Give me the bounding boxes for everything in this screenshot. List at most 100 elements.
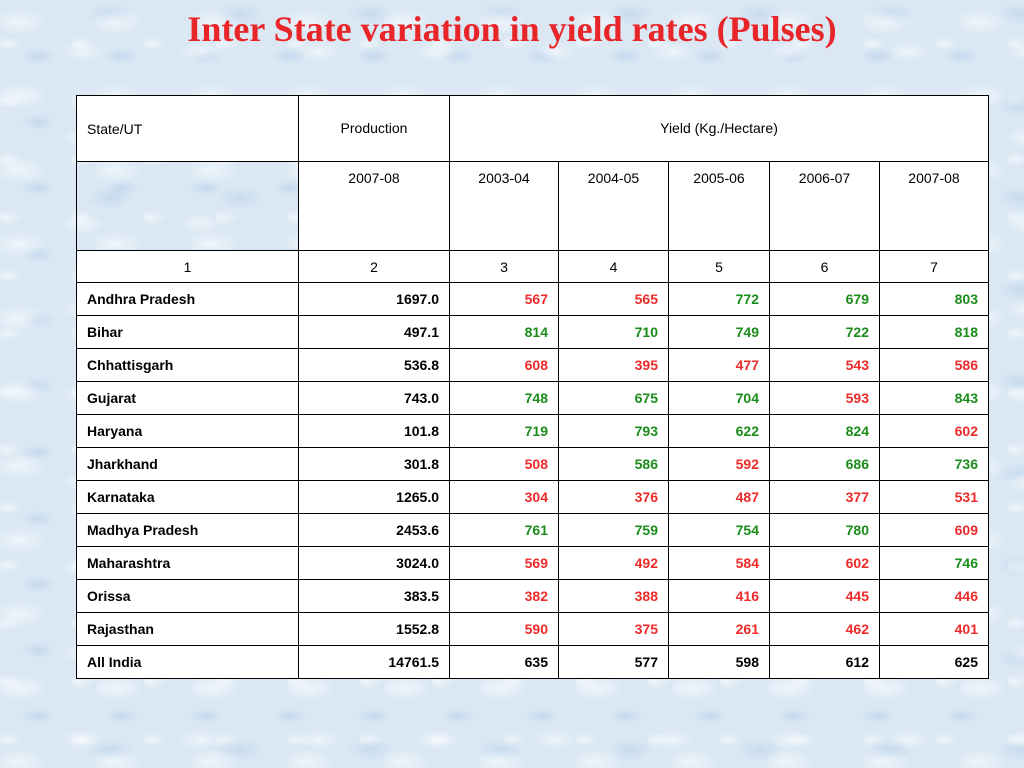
yield-cell: 622 [668,414,770,448]
yield-cell: 401 [879,612,989,646]
production-cell: 14761.5 [298,645,450,679]
yield-cell: 462 [769,612,880,646]
yield-cell: 377 [769,480,880,514]
header-state-blank [76,161,299,251]
production-cell: 101.8 [298,414,450,448]
yield-cell: 736 [879,447,989,481]
state-cell: Orissa [76,579,299,613]
yield-cell: 586 [879,348,989,382]
header-yield-year: 2004-05 [558,161,669,251]
yield-cell: 818 [879,315,989,349]
yield-cell: 746 [879,546,989,580]
yield-cell: 569 [449,546,559,580]
yield-cell: 759 [558,513,669,547]
yield-cell: 445 [769,579,880,613]
production-cell: 1552.8 [298,612,450,646]
table-row: All India 14761.5 635 577 598 612 625 [76,645,989,679]
yield-cell: 586 [558,447,669,481]
yield-cell: 780 [769,513,880,547]
table-row: Haryana 101.8 719 793 622 824 602 [76,414,989,448]
yield-cell: 567 [449,282,559,316]
header-yield: Yield (Kg./Hectare) [449,95,989,162]
state-cell: Karnataka [76,480,299,514]
production-cell: 301.8 [298,447,450,481]
yield-cell: 531 [879,480,989,514]
yield-cell: 592 [668,447,770,481]
yield-cell: 824 [769,414,880,448]
yield-cell: 635 [449,645,559,679]
table-row: Rajasthan 1552.8 590 375 261 462 401 [76,612,989,646]
yield-cell: 416 [668,579,770,613]
yield-cell: 679 [769,282,880,316]
yield-cell: 754 [668,513,770,547]
yield-cell: 675 [558,381,669,415]
yield-cell: 761 [449,513,559,547]
production-cell: 536.8 [298,348,450,382]
header-yield-year: 2007-08 [879,161,989,251]
yield-cell: 722 [769,315,880,349]
table-row: Maharashtra 3024.0 569 492 584 602 746 [76,546,989,580]
header-state-label: State/UT [87,120,143,137]
state-cell: Gujarat [76,381,299,415]
yield-table: State/UT Production Yield (Kg./Hectare) … [76,95,989,679]
state-cell: Rajasthan [76,612,299,646]
column-number-cell: 5 [668,250,770,283]
yield-cell: 304 [449,480,559,514]
yield-cell: 577 [558,645,669,679]
table-row: Gujarat 743.0 748 675 704 593 843 [76,381,989,415]
table-row: Orissa 383.5 382 388 416 445 446 [76,579,989,613]
yield-cell: 508 [449,447,559,481]
yield-cell: 686 [769,447,880,481]
yield-cell: 602 [879,414,989,448]
yield-cell: 565 [558,282,669,316]
yield-cell: 772 [668,282,770,316]
table-row: Karnataka 1265.0 304 376 487 377 531 [76,480,989,514]
header-state: State/UT [76,95,299,162]
page-title: Inter State variation in yield rates (Pu… [187,9,837,49]
yield-cell: 446 [879,579,989,613]
yield-cell: 710 [558,315,669,349]
production-cell: 3024.0 [298,546,450,580]
header-yield-year: 2003-04 [449,161,559,251]
state-cell: All India [76,645,299,679]
yield-cell: 749 [668,315,770,349]
yield-cell: 793 [558,414,669,448]
column-number-cell: 2 [298,250,450,283]
yield-cell: 492 [558,546,669,580]
yield-cell: 704 [668,381,770,415]
yield-cell: 477 [668,348,770,382]
table-row: Chhattisgarh 536.8 608 395 477 543 586 [76,348,989,382]
yield-cell: 612 [769,645,880,679]
yield-cell: 261 [668,612,770,646]
production-cell: 497.1 [298,315,450,349]
production-cell: 1265.0 [298,480,450,514]
yield-cell: 843 [879,381,989,415]
state-cell: Maharashtra [76,546,299,580]
state-cell: Madhya Pradesh [76,513,299,547]
production-cell: 1697.0 [298,282,450,316]
production-cell: 743.0 [298,381,450,415]
column-number-cell: 1 [76,250,299,283]
production-cell: 383.5 [298,579,450,613]
table-row: Bihar 497.1 814 710 749 722 818 [76,315,989,349]
state-cell: Bihar [76,315,299,349]
state-cell: Andhra Pradesh [76,282,299,316]
production-cell: 2453.6 [298,513,450,547]
table-row: Andhra Pradesh 1697.0 567 565 772 679 803 [76,282,989,316]
column-number-cell: 4 [558,250,669,283]
table-row: Madhya Pradesh 2453.6 761 759 754 780 609 [76,513,989,547]
header-yield-year: 2005-06 [668,161,770,251]
yield-cell: 748 [449,381,559,415]
yield-cell: 376 [558,480,669,514]
yield-cell: 625 [879,645,989,679]
column-number-cell: 7 [879,250,989,283]
yield-cell: 593 [769,381,880,415]
yield-cell: 719 [449,414,559,448]
header-production-year: 2007-08 [298,161,450,251]
yield-cell: 382 [449,579,559,613]
yield-cell: 803 [879,282,989,316]
yield-cell: 598 [668,645,770,679]
yield-cell: 609 [879,513,989,547]
yield-cell: 375 [558,612,669,646]
